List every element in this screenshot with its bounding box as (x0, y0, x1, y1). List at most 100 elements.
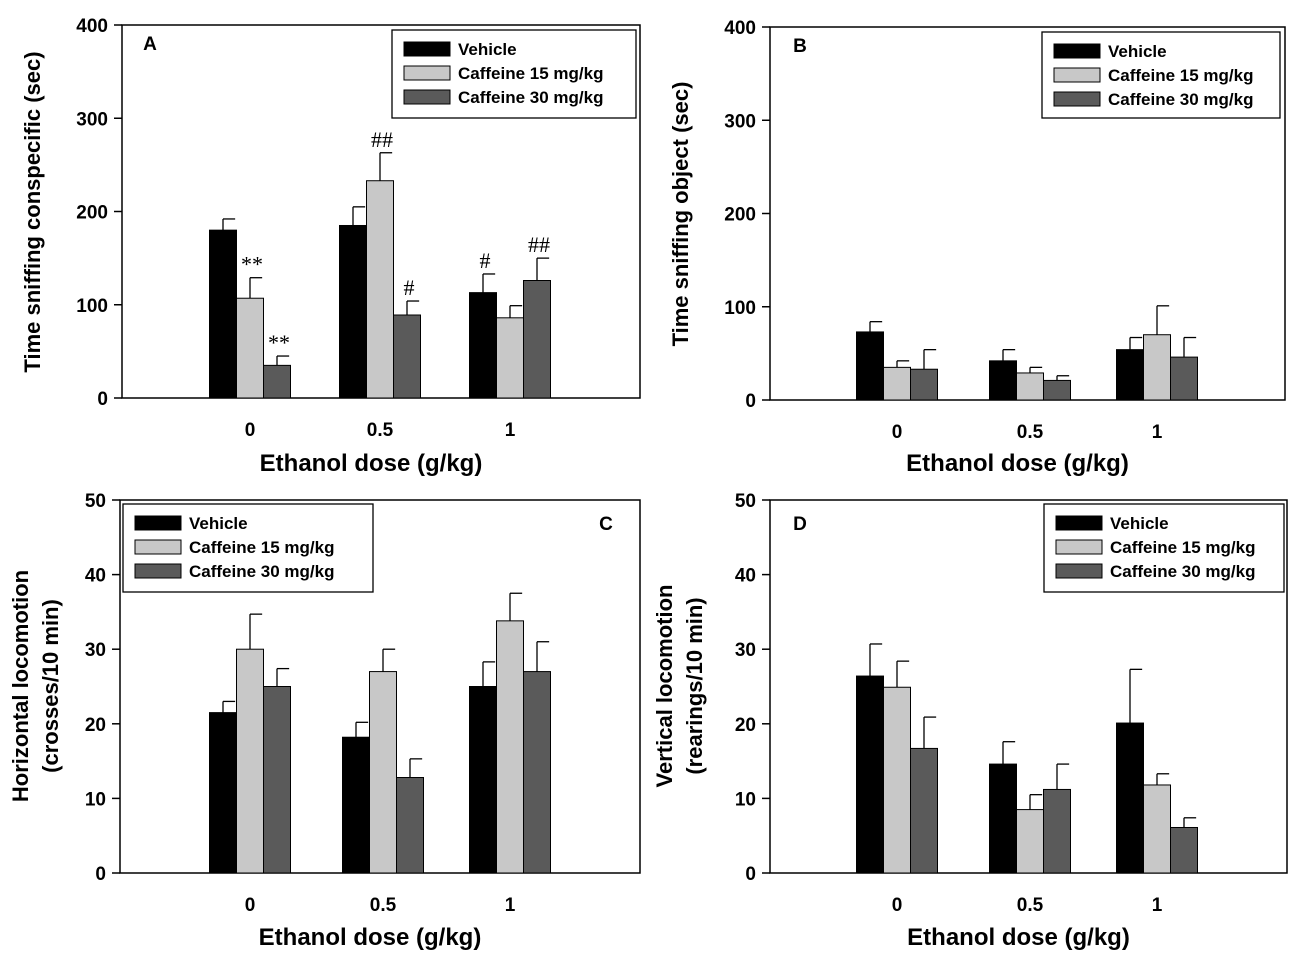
legend: Vehicle Caffeine 15 mg/kg Caffeine 30 mg/k… (1041, 31, 1281, 119)
bar-caffeine-15-mg-kg-2 (496, 620, 524, 874)
y-tick-label: 100 (724, 298, 756, 319)
legend-swatch (134, 563, 182, 579)
legend-entry: Vehicle (458, 40, 517, 59)
bar-caffeine-30-mg-kg-1 (1043, 788, 1071, 874)
y-axis-label-line: Vertical locomotion (652, 585, 677, 788)
bar-vehicle-0 (209, 229, 237, 399)
bar-caffeine-30-mg-kg-2 (523, 671, 551, 874)
y-tick-label: 10 (735, 789, 756, 810)
bar-caffeine-30-mg-kg-0 (263, 686, 291, 874)
x-tick-label: 1 (505, 895, 516, 916)
y-axis-label: Time sniffing conspecific (sec) (20, 51, 45, 372)
legend-entry: Caffeine 15 mg/kg (458, 64, 604, 83)
x-tick-label: 0.5 (367, 420, 394, 441)
legend-entry: Vehicle (189, 514, 248, 533)
bar-vehicle-1 (342, 736, 370, 874)
x-tick-label: 0.5 (370, 895, 397, 916)
legend-entry: Vehicle (1108, 42, 1167, 61)
significance-marker: # (404, 275, 415, 300)
x-axis-label: Ethanol dose (g/kg) (259, 924, 482, 951)
y-tick-label: 0 (95, 864, 106, 885)
x-tick-label: 0 (892, 422, 903, 443)
y-tick-label: 200 (76, 203, 108, 224)
y-tick-label: 0 (97, 389, 108, 410)
legend-swatch (1053, 43, 1101, 59)
y-tick-label: 40 (85, 566, 106, 587)
x-tick-label: 1 (1152, 422, 1163, 443)
legend-swatch (1055, 539, 1103, 555)
significance-marker: ## (371, 127, 393, 152)
legend-entry: Caffeine 30 mg/kg (1110, 562, 1256, 581)
legend-swatch (1055, 563, 1103, 579)
bar-vehicle-2 (469, 292, 497, 399)
bar-caffeine-15-mg-kg-0 (236, 297, 264, 399)
bar-caffeine-15-mg-kg-0 (236, 648, 264, 874)
bar-caffeine-30-mg-kg-1 (1043, 379, 1071, 401)
legend: Vehicle Caffeine 15 mg/kg Caffeine 30 mg/k… (1043, 503, 1285, 593)
bar-caffeine-15-mg-kg-2 (496, 317, 524, 399)
panel-c: 0 10 20 30 40 50 0 0.5 1 Horizontal locomotion (cr… (8, 491, 641, 951)
legend-entry: Caffeine 30 mg/kg (458, 88, 604, 107)
legend-entry: Caffeine 30 mg/kg (189, 562, 335, 581)
y-tick-label: 50 (85, 491, 106, 512)
y-tick-label: 40 (735, 566, 756, 587)
y-tick-label: 300 (724, 111, 756, 132)
bar-vehicle-0 (856, 331, 884, 401)
x-tick-label: 0.5 (1017, 422, 1044, 443)
bar-vehicle-2 (469, 686, 497, 874)
legend-entry: Caffeine 30 mg/kg (1108, 90, 1254, 109)
panel-label: B (793, 36, 807, 57)
legend-swatch (1053, 67, 1101, 83)
panel-label: D (793, 514, 807, 535)
legend-entry: Caffeine 15 mg/kg (189, 538, 335, 557)
bar-vehicle-1 (989, 763, 1017, 874)
panel-label: A (143, 34, 157, 55)
y-tick-label: 10 (85, 789, 106, 810)
y-axis-label-line: (crosses/10 min) (38, 599, 63, 773)
panel-b: 0 100 200 300 400 0 0.5 1 Time sniffing object (… (668, 18, 1286, 477)
legend-swatch (403, 41, 451, 57)
x-tick-label: 0.5 (1017, 895, 1044, 916)
legend-swatch (1055, 515, 1103, 531)
legend-swatch (403, 89, 451, 105)
x-tick-label: 0 (245, 895, 256, 916)
x-tick-label: 0 (892, 895, 903, 916)
bar-caffeine-15-mg-kg-1 (366, 180, 394, 399)
bar-caffeine-30-mg-kg-1 (393, 314, 421, 399)
x-tick-label: 1 (1152, 895, 1163, 916)
legend-swatch (403, 65, 451, 81)
bar-vehicle-1 (339, 224, 367, 399)
bar-caffeine-15-mg-kg-2 (1143, 784, 1171, 874)
bar-caffeine-30-mg-kg-2 (1170, 826, 1198, 874)
y-tick-label: 400 (724, 18, 756, 39)
legend-swatch (134, 515, 182, 531)
legend: Vehicle Caffeine 15 mg/kg Caffeine 30 mg/k… (391, 29, 637, 119)
bar-caffeine-30-mg-kg-0 (910, 747, 938, 874)
y-tick-label: 300 (76, 109, 108, 130)
bar-caffeine-15-mg-kg-0 (883, 686, 911, 874)
y-tick-label: 400 (76, 16, 108, 37)
x-axis-label: Ethanol dose (g/kg) (260, 450, 483, 477)
bar-caffeine-30-mg-kg-2 (523, 280, 551, 399)
bar-vehicle-1 (989, 360, 1017, 401)
significance-marker: # (480, 248, 491, 273)
bar-caffeine-30-mg-kg-2 (1170, 356, 1198, 401)
bar-vehicle-0 (856, 675, 884, 874)
legend-swatch (134, 539, 182, 555)
legend-entry: Caffeine 15 mg/kg (1108, 66, 1254, 85)
significance-marker: ** (241, 252, 263, 277)
x-tick-label: 1 (505, 420, 516, 441)
y-axis-label: Time sniffing object (sec) (668, 82, 693, 347)
y-axis-label-line: (rearings/10 min) (682, 597, 707, 774)
legend-swatch (1053, 91, 1101, 107)
y-tick-label: 30 (735, 640, 756, 661)
bar-vehicle-0 (209, 712, 237, 874)
bar-caffeine-15-mg-kg-2 (1143, 334, 1171, 401)
x-axis-label: Ethanol dose (g/kg) (906, 450, 1129, 477)
bar-caffeine-15-mg-kg-1 (1016, 809, 1044, 874)
legend-entry: Vehicle (1110, 514, 1169, 533)
bar-vehicle-2 (1116, 722, 1144, 874)
y-tick-label: 50 (735, 491, 756, 512)
